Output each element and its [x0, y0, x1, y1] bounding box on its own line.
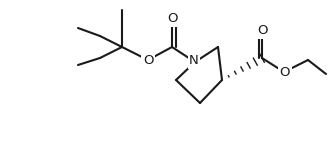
Text: O: O — [167, 12, 177, 25]
Text: N: N — [189, 54, 199, 67]
Text: O: O — [280, 66, 290, 80]
Text: O: O — [257, 24, 267, 37]
Text: O: O — [143, 53, 153, 66]
